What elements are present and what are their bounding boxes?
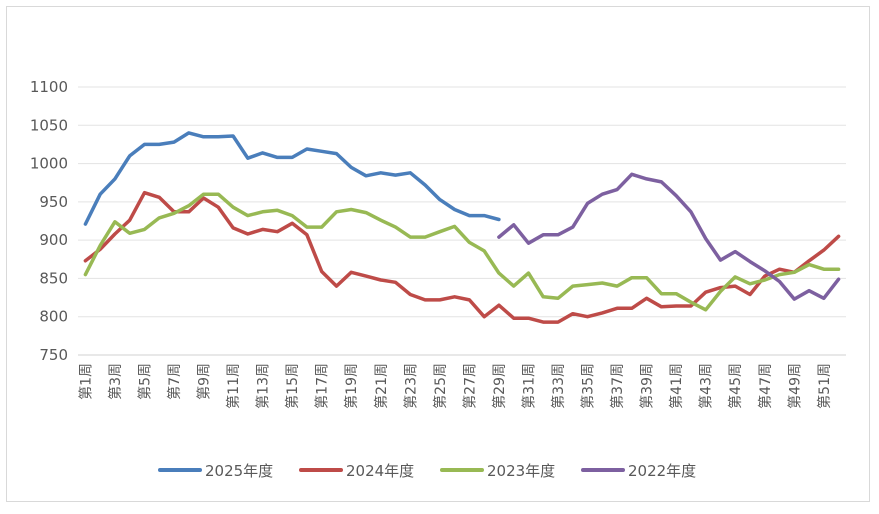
x-tick-label: 第21周 xyxy=(373,363,390,409)
series-line xyxy=(83,192,841,312)
legend-label: 2023年度 xyxy=(487,462,555,480)
series-line xyxy=(83,131,501,226)
legend-label: 2022年度 xyxy=(628,462,696,480)
x-tick-label: 第3周 xyxy=(107,363,124,400)
x-tick-label: 第5周 xyxy=(136,363,153,400)
legend: 2025年度 2024年度 2023年度 2022年度 xyxy=(158,462,696,480)
x-tick-label: 第37周 xyxy=(609,363,626,409)
y-tick-label: 1000 xyxy=(30,155,68,173)
x-tick-label: 第51周 xyxy=(816,363,833,409)
x-tick-label: 第41周 xyxy=(668,363,685,409)
y-tick-label: 800 xyxy=(39,308,68,326)
chart-frame xyxy=(6,6,870,502)
series-lines xyxy=(83,131,841,324)
legend-label: 2024年度 xyxy=(346,462,414,480)
x-tick-label: 第45周 xyxy=(727,363,744,409)
x-tick-label: 第1周 xyxy=(77,363,94,400)
x-tick-label: 第31周 xyxy=(520,363,537,409)
x-tick-label: 第29周 xyxy=(491,363,508,409)
series-line xyxy=(497,172,841,301)
x-tick-label: 第9周 xyxy=(196,363,213,400)
x-tick-label: 第47周 xyxy=(757,363,774,409)
y-tick-label: 850 xyxy=(39,269,68,287)
x-tick-label: 第13周 xyxy=(255,363,272,409)
x-tick-label: 第23周 xyxy=(402,363,419,409)
x-tick-label: 第39周 xyxy=(639,363,656,409)
x-tick-label: 第35周 xyxy=(580,363,597,409)
y-tick-label: 750 xyxy=(39,346,68,364)
y-tick-label: 1050 xyxy=(30,116,68,134)
y-tick-label: 900 xyxy=(39,231,68,249)
x-tick-label: 第19周 xyxy=(343,363,360,409)
series-line xyxy=(83,190,841,324)
x-tick-label: 第11周 xyxy=(225,363,242,409)
x-tick-label: 第15周 xyxy=(284,363,301,409)
y-tick-label: 1100 xyxy=(30,78,68,96)
x-tick-label: 第17周 xyxy=(314,363,331,409)
gridlines xyxy=(78,86,846,356)
x-tick-label: 第27周 xyxy=(461,363,478,409)
x-tick-label: 第43周 xyxy=(698,363,715,409)
x-tick-label: 第25周 xyxy=(432,363,449,409)
x-tick-label: 第49周 xyxy=(786,363,803,409)
x-tick-label: 第7周 xyxy=(166,363,183,400)
legend-label: 2025年度 xyxy=(205,462,273,480)
y-tick-label: 950 xyxy=(39,193,68,211)
x-tick-label: 第33周 xyxy=(550,363,567,409)
y-axis-ticks: 750 800 850 900 950 1000 1050 1100 xyxy=(30,78,68,364)
x-axis-ticks: 第1周 第3周 第5周 第7周 第9周 第11周 第13周 第15周 第17周 第19周 第21周第… xyxy=(77,363,832,409)
